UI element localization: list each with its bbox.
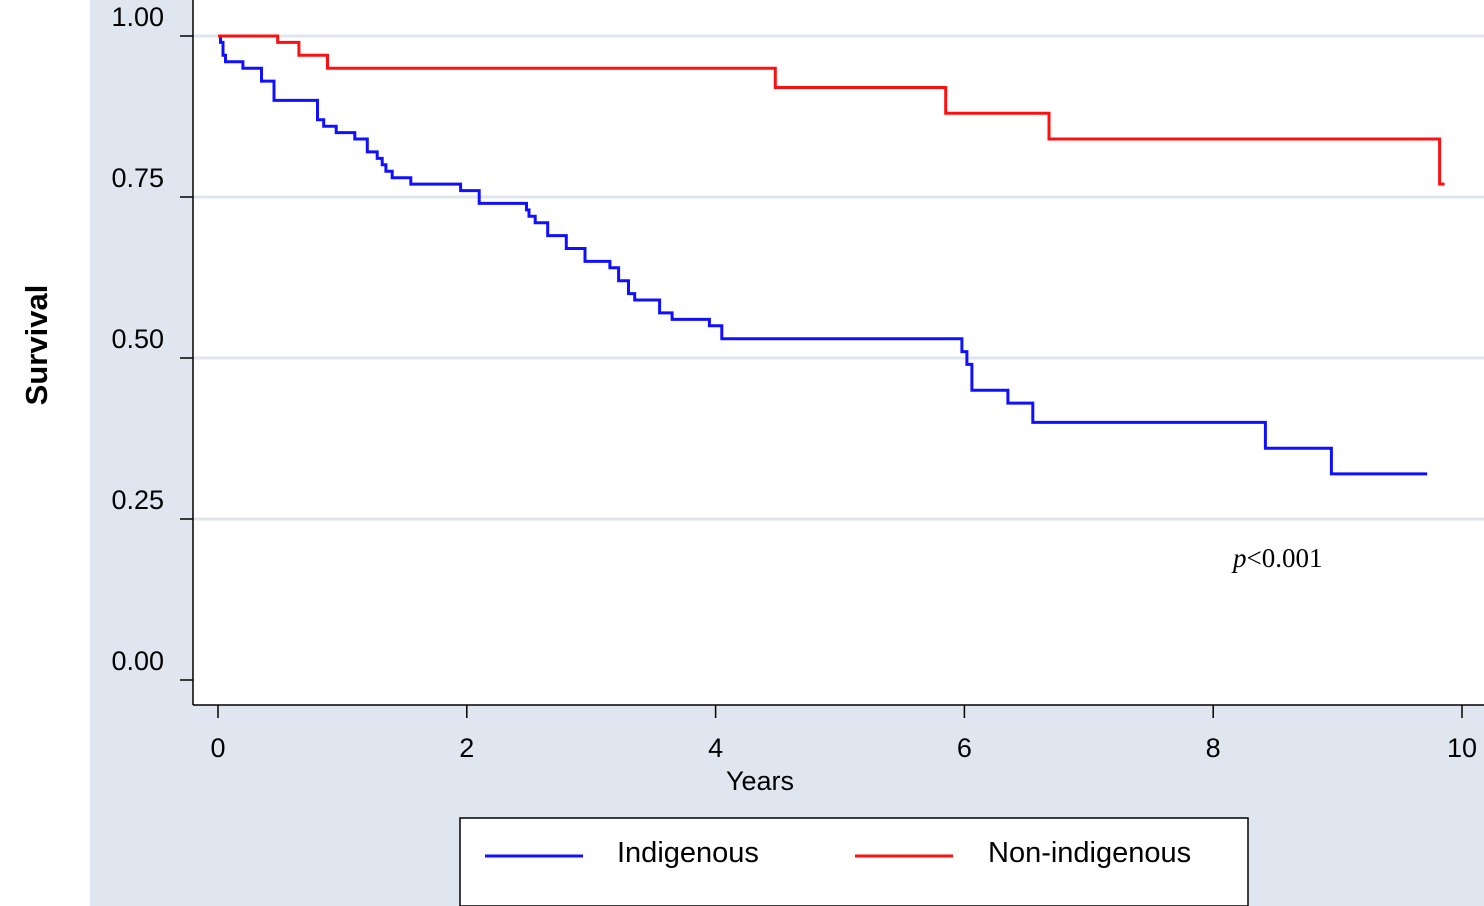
- axes: [192, 0, 1484, 706]
- y-tick-label: 0.75: [111, 163, 164, 193]
- legend-label-indigenous: Indigenous: [617, 837, 759, 869]
- x-tick-label: 2: [459, 733, 474, 763]
- grid-lines: [193, 34, 1484, 521]
- x-tick-label: 10: [1447, 733, 1477, 763]
- p-value-text: <0.001: [1247, 543, 1323, 573]
- p-value-annotation: p<0.001: [1231, 543, 1322, 573]
- x-tick-label: 8: [1206, 733, 1221, 763]
- series-line-non-indigenous: [218, 34, 1445, 186]
- p-value-symbol: p: [1231, 543, 1247, 573]
- legend-box: [459, 817, 1249, 906]
- y-axis-title: Survival: [19, 285, 54, 406]
- y-tick-label: 1.00: [111, 2, 164, 32]
- y-tick-label: 0.50: [111, 324, 164, 354]
- plot-area: [193, 0, 1484, 705]
- x-tick-label: 0: [210, 733, 225, 763]
- x-tick-label: 6: [957, 733, 972, 763]
- survival-curves: [218, 34, 1445, 476]
- legend-label-non-indigenous: Non-indigenous: [988, 837, 1191, 869]
- x-axis-title: Years: [726, 766, 794, 796]
- x-tick-label: 4: [708, 733, 723, 763]
- x-ticks: 0 2 4 6 8 10: [210, 705, 1477, 763]
- y-tick-label: 0.00: [111, 646, 164, 676]
- series-line-indigenous: [218, 34, 1428, 476]
- y-tick-label: 0.25: [111, 485, 164, 515]
- y-ticks: 0.00 0.25 0.50 0.75 1.00: [111, 2, 193, 681]
- legend: Indigenous Non-indigenous: [459, 817, 1249, 906]
